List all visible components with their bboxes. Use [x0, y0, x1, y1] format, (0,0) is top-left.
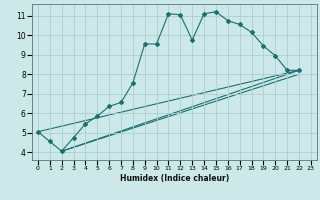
- X-axis label: Humidex (Indice chaleur): Humidex (Indice chaleur): [120, 174, 229, 183]
